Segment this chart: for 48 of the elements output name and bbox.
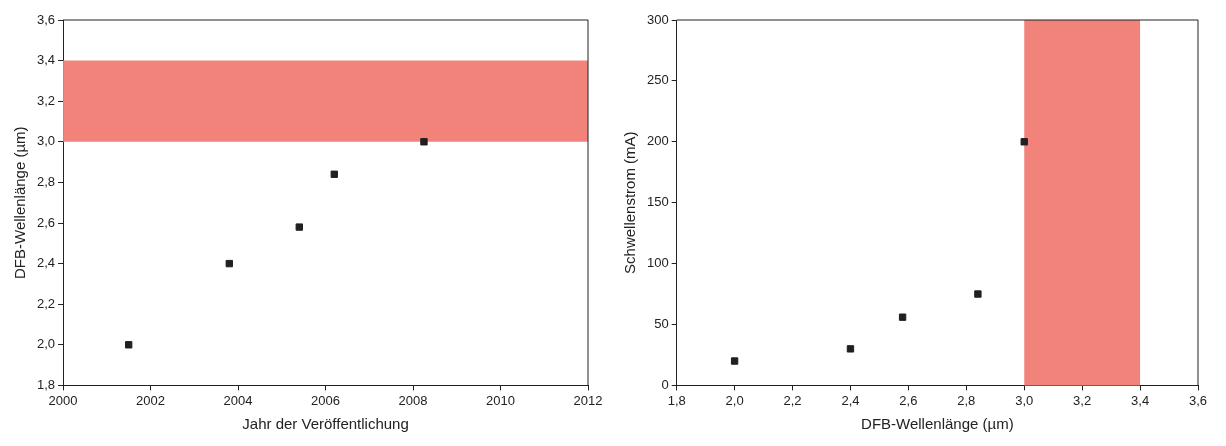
x-tick-label: 3,6 bbox=[1188, 392, 1208, 408]
y-axis-title: DFB-Wellenlänge (µm) bbox=[11, 126, 29, 279]
x-tick-label: 2012 bbox=[573, 392, 603, 408]
point bbox=[420, 138, 428, 146]
x-tick-label: 3,2 bbox=[1073, 392, 1092, 408]
point bbox=[1020, 138, 1028, 146]
x-axis-title: Jahr der Veröffentlichung bbox=[242, 415, 409, 433]
point bbox=[330, 170, 338, 178]
y-tick-label: 50 bbox=[654, 316, 669, 332]
y-tick-label: 1,8 bbox=[36, 376, 56, 392]
y-tick-label: 3,4 bbox=[36, 52, 56, 68]
y-tick-label: 300 bbox=[646, 11, 669, 27]
point bbox=[125, 341, 133, 349]
y-tick-label: 3,0 bbox=[36, 133, 56, 149]
y-tick-label: 3,2 bbox=[36, 92, 56, 108]
x-tick-label: 2002 bbox=[136, 392, 166, 408]
y-tick-label: 0 bbox=[661, 376, 669, 392]
y-tick-label: 2,4 bbox=[36, 255, 56, 271]
x-tick-label: 2,0 bbox=[725, 392, 744, 408]
point bbox=[974, 290, 982, 298]
y-tick-label: 2,0 bbox=[36, 336, 56, 352]
x-tick-label: 2008 bbox=[398, 392, 428, 408]
point bbox=[898, 313, 907, 321]
x-tick-label: 2006 bbox=[311, 392, 340, 408]
point bbox=[225, 259, 233, 268]
x-tick-label: 2,8 bbox=[957, 392, 976, 408]
y-tick-label: 2,6 bbox=[36, 214, 56, 230]
x-tick-label: 2,4 bbox=[841, 392, 860, 408]
point bbox=[730, 357, 739, 365]
x-tick-label: 2,6 bbox=[899, 392, 918, 408]
x-tick-label: 3,4 bbox=[1131, 392, 1150, 408]
x-tick-label: 2,2 bbox=[783, 392, 802, 408]
x-tick-label: 1,8 bbox=[667, 392, 686, 408]
y-tick-label: 3,6 bbox=[36, 11, 56, 27]
x-axis-title: DFB-Wellenlänge (µm) bbox=[861, 415, 1014, 433]
y-tick-label: 150 bbox=[646, 194, 669, 210]
y-tick-label: 2,2 bbox=[36, 295, 56, 311]
x-tick-label: 2010 bbox=[486, 392, 515, 408]
y-axis-title: Schwellenstrom (mA) bbox=[621, 131, 639, 274]
x-tick-label: 2000 bbox=[48, 392, 78, 408]
x-tick-label: 3,0 bbox=[1015, 392, 1034, 408]
y-tick-label: 200 bbox=[646, 133, 669, 149]
y-tick-label: 100 bbox=[646, 255, 669, 271]
y-tick-label: 250 bbox=[646, 72, 669, 88]
point bbox=[846, 345, 855, 353]
x-tick-label: 2004 bbox=[223, 392, 253, 408]
point bbox=[295, 223, 303, 231]
y-tick-label: 2,8 bbox=[36, 173, 56, 189]
